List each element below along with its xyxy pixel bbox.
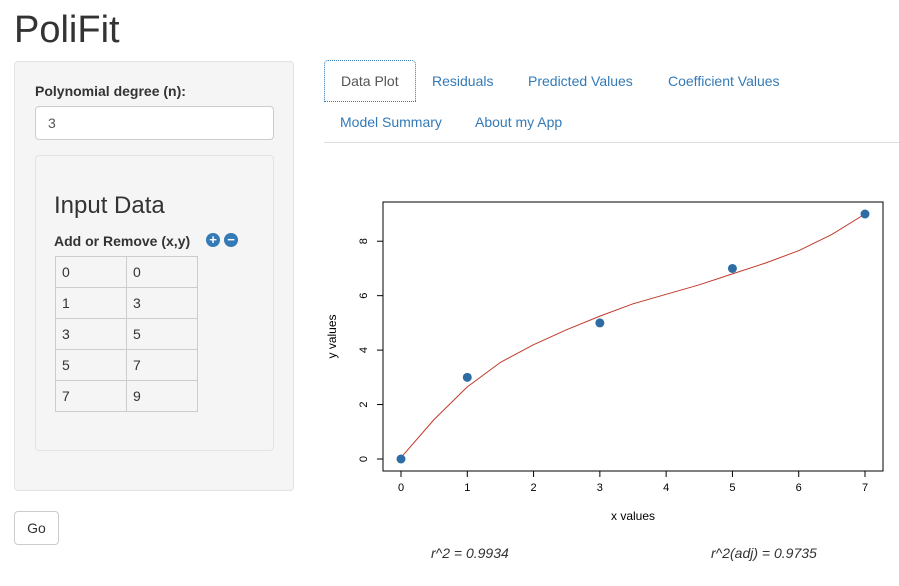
app-title: PoliFit [14, 9, 120, 51]
x-tick-label: 1 [464, 482, 470, 494]
x-cell[interactable]: 5 [55, 349, 127, 381]
y-tick-label: 0 [358, 456, 370, 462]
data-point [462, 372, 472, 382]
x-tick-label: 4 [663, 482, 669, 494]
plot-frame [382, 201, 884, 472]
tab-data-plot[interactable]: Data Plot [324, 60, 416, 102]
x-tick-label: 7 [862, 482, 868, 494]
tab-about-my-app[interactable]: About my App [475, 114, 563, 130]
tab-divider [324, 142, 899, 143]
y-axis-label: y values [325, 314, 339, 358]
data-point [727, 263, 737, 273]
y-tick-label: 8 [358, 238, 370, 244]
add-remove-label: Add or Remove (x,y) [54, 233, 191, 249]
minus-circle-icon[interactable]: − [224, 233, 238, 247]
x-cell[interactable]: 0 [55, 256, 127, 288]
degree-label: Polynomial degree (n): [35, 83, 186, 99]
go-button[interactable]: Go [14, 511, 59, 545]
tab-model-summary[interactable]: Model Summary [340, 114, 442, 130]
degree-input[interactable] [35, 106, 274, 140]
y-cell[interactable]: 9 [126, 380, 198, 412]
data-plot: 0 1 2 3 4 5 6 7 0 2 4 6 8 x values y values [325, 201, 884, 523]
y-cell[interactable]: 0 [126, 256, 198, 288]
data-point [396, 454, 406, 464]
r-squared-text: r^2 = 0.9934 [431, 545, 509, 561]
x-tick-label: 0 [398, 482, 404, 494]
tab-predicted-values[interactable]: Predicted Values [528, 73, 633, 89]
y-cell[interactable]: 5 [126, 318, 198, 350]
r-squared-adj-text: r^2(adj) = 0.9735 [711, 545, 817, 561]
x-tick-label: 3 [597, 482, 603, 494]
y-tick-label: 4 [358, 347, 370, 353]
x-axis-label: x values [611, 509, 655, 523]
x-cell[interactable]: 7 [55, 380, 127, 412]
x-cell[interactable]: 1 [55, 287, 127, 319]
tab-residuals[interactable]: Residuals [432, 73, 494, 89]
data-point [595, 318, 605, 328]
tab-coefficient-values[interactable]: Coefficient Values [668, 73, 780, 89]
y-cell[interactable]: 3 [126, 287, 198, 319]
x-cell[interactable]: 3 [55, 318, 127, 350]
plus-circle-icon[interactable]: + [206, 233, 220, 247]
x-tick-label: 5 [729, 482, 735, 494]
sidebar-panel: Polynomial degree (n): Input Data Add or… [14, 61, 294, 491]
x-tick-label: 2 [531, 482, 537, 494]
data-point [860, 209, 870, 219]
input-data-heading: Input Data [54, 192, 165, 219]
y-tick-label: 2 [358, 401, 370, 407]
y-tick-label: 6 [358, 293, 370, 299]
y-cell[interactable]: 7 [126, 349, 198, 381]
fit-line [400, 213, 866, 458]
x-tick-label: 6 [796, 482, 802, 494]
